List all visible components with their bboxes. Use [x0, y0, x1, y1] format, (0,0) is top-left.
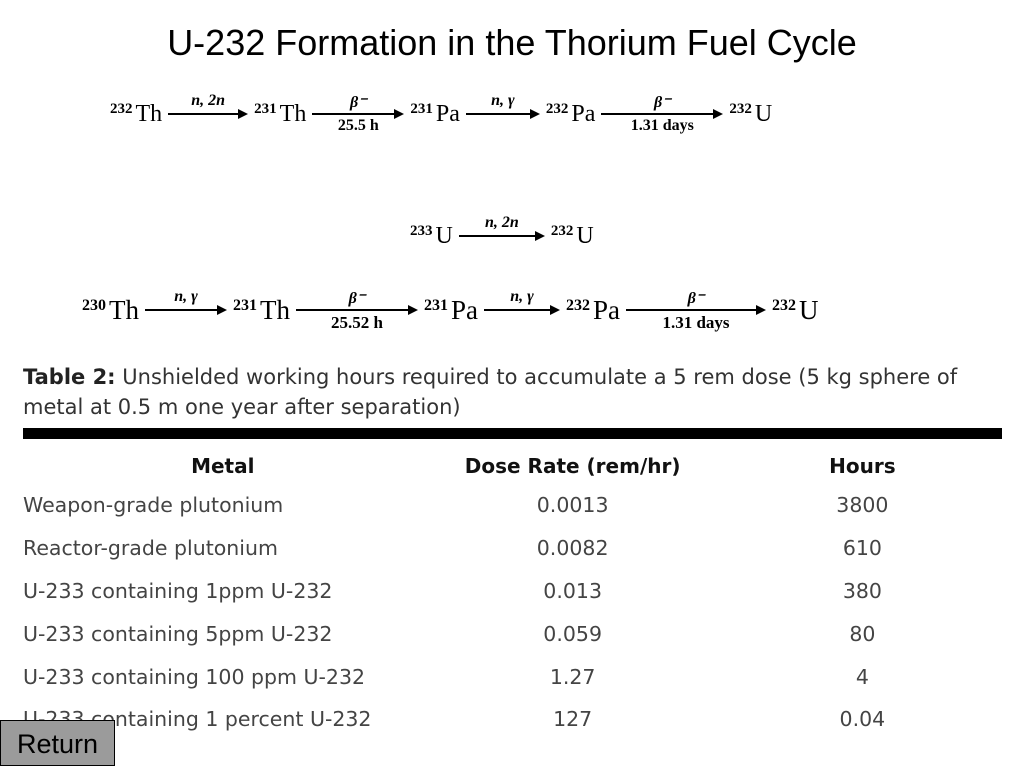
nuclide: 233 U: [410, 223, 453, 249]
table-caption: Table 2: Unshielded working hours requir…: [23, 362, 983, 422]
nuclide: 232 U: [550, 223, 594, 249]
cell-dose-rate: 0.0013: [536, 493, 609, 518]
nuclide: 230 Th: [82, 295, 139, 325]
table-row: U-233 containing 1ppm U-232 0.013 380: [23, 570, 1002, 613]
reaction-chain-th232: 232 Th n, 2n 231 Th β⁻ 25.5 h 231 Pa n, γ 23…: [110, 92, 772, 136]
return-button[interactable]: Return: [0, 720, 115, 766]
cell-metal: U-233 containing 5ppm U-232: [23, 621, 333, 646]
table-row: Weapon-grade plutonium 0.0013 3800: [23, 484, 1002, 527]
cell-dose-rate: 0.013: [543, 578, 602, 603]
dose-table: Metal Dose Rate (rem/hr) Hours Weapon-gr…: [23, 448, 1002, 741]
header-hours: Hours: [829, 454, 896, 478]
table-rule: [23, 428, 1002, 439]
cell-dose-rate: 0.059: [543, 621, 602, 646]
table-row: U-233 containing 100 ppm U-232 1.27 4: [23, 655, 1002, 698]
table-caption-text: Unshielded working hours required to acc…: [23, 365, 958, 419]
nuclide: 231 Pa: [424, 295, 478, 325]
nuclide: 231 Th: [233, 295, 290, 325]
dose-table-panel: Table 2: Unshielded working hours requir…: [0, 350, 1024, 742]
table-caption-label: Table 2:: [23, 365, 116, 389]
reaction-arrow: β⁻ 25.5 h: [312, 92, 405, 136]
cell-hours: 0.04: [839, 707, 886, 732]
table-header-row: Metal Dose Rate (rem/hr) Hours: [23, 448, 1002, 484]
nuclide: 232 U: [729, 101, 773, 127]
cell-metal: U-233 containing 1ppm U-232: [23, 578, 333, 603]
nuclide: 232 Pa: [566, 295, 620, 325]
cell-hours: 380: [842, 578, 882, 603]
cell-dose-rate: 127: [553, 707, 593, 732]
reaction-arrow: n, γ: [465, 92, 540, 136]
reaction-arrow: n, γ: [484, 288, 560, 332]
nuclide: 231 Pa: [410, 101, 460, 127]
header-dose-rate: Dose Rate (rem/hr): [464, 454, 681, 478]
cell-hours: 3800: [836, 493, 889, 518]
table-row: Reactor-grade plutonium 0.0082 610: [23, 527, 1002, 570]
reaction-chain-th230: 230 Th n, γ 231 Th β⁻ 25.52 h 231 Pa n, γ 23…: [82, 288, 819, 332]
cell-metal: Weapon-grade plutonium: [23, 493, 284, 518]
cell-hours: 610: [842, 536, 882, 561]
cell-hours: 4: [855, 664, 869, 689]
reaction-arrow: n, γ: [145, 288, 227, 332]
nuclide: 232 Th: [110, 101, 163, 127]
cell-metal: Reactor-grade plutonium: [23, 536, 278, 561]
reaction-arrow: n, 2n: [458, 214, 545, 258]
reaction-arrow: β⁻ 1.31 days: [601, 92, 724, 136]
header-metal: Metal: [191, 454, 255, 478]
reaction-arrow: n, 2n: [168, 92, 249, 136]
reaction-arrow: β⁻ 1.31 days: [626, 288, 766, 332]
table-row: U-233 containing 5ppm U-232 0.059 80: [23, 612, 1002, 655]
nuclide: 231 Th: [254, 101, 307, 127]
cell-hours: 80: [849, 621, 876, 646]
cell-metal: U-233 containing 100 ppm U-232: [23, 664, 366, 689]
table-row: U-233 containing 1 percent U-232 127 0.0…: [23, 698, 1002, 741]
nuclide: 232 U: [772, 295, 819, 325]
reaction-arrow: β⁻ 25.52 h: [296, 288, 418, 332]
cell-dose-rate: 0.0082: [536, 536, 609, 561]
reaction-chain-u233: 233 U n, 2n 232 U: [410, 214, 594, 258]
nuclide: 232 Pa: [545, 101, 596, 127]
cell-dose-rate: 1.27: [549, 664, 596, 689]
slide-title: U-232 Formation in the Thorium Fuel Cycl…: [167, 22, 857, 63]
